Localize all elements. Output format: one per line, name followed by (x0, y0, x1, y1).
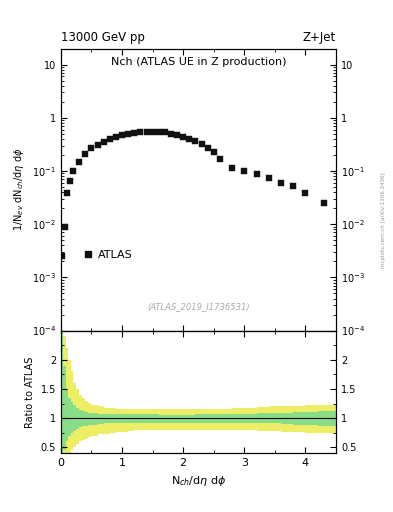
Text: Z+Jet: Z+Jet (303, 31, 336, 44)
Text: 13000 GeV pp: 13000 GeV pp (61, 31, 145, 44)
Text: Nch (ATLAS UE in Z production): Nch (ATLAS UE in Z production) (111, 57, 286, 67)
Y-axis label: Ratio to ATLAS: Ratio to ATLAS (25, 356, 35, 428)
Text: (ATLAS_2019_I1736531): (ATLAS_2019_I1736531) (147, 302, 250, 311)
Text: mcplots.cern.ch [arXiv:1306.3436]: mcplots.cern.ch [arXiv:1306.3436] (381, 173, 386, 268)
X-axis label: N$_{ch}$/d$\eta$ d$\phi$: N$_{ch}$/d$\eta$ d$\phi$ (171, 474, 226, 487)
Legend: ATLAS: ATLAS (80, 246, 136, 263)
Y-axis label: 1/N$_{ev}$ dN$_{ch}$/d$\eta$ d$\phi$: 1/N$_{ev}$ dN$_{ch}$/d$\eta$ d$\phi$ (12, 148, 26, 231)
